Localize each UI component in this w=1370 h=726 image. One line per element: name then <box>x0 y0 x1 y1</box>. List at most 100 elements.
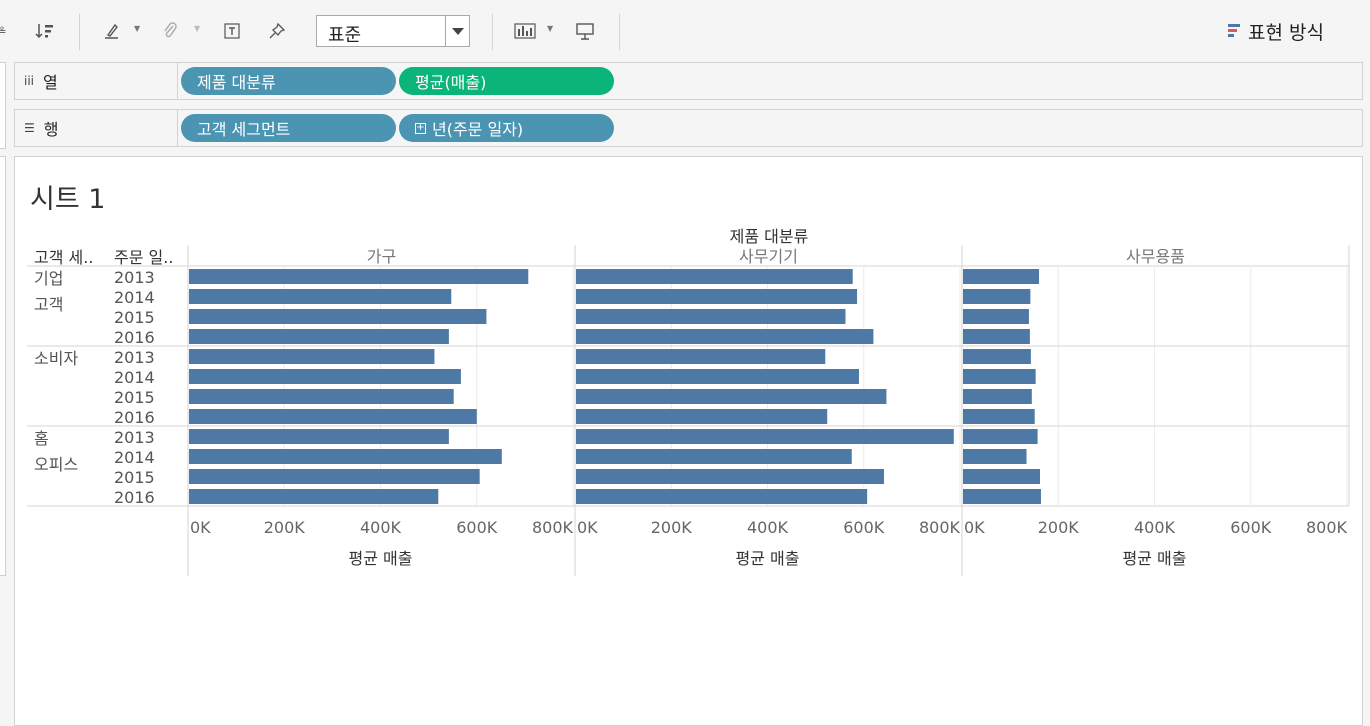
bar <box>576 329 874 344</box>
x-tick-label: 0K <box>964 518 985 537</box>
year-label: 2015 <box>114 388 155 407</box>
x-tick-label: 600K <box>1230 518 1272 537</box>
segment-label: 소비자 <box>34 349 78 368</box>
bar <box>189 369 461 384</box>
bar <box>576 409 828 424</box>
bar <box>576 349 826 364</box>
rows-shelf-title: 행 <box>43 120 59 139</box>
columns-shelf-label: iii 열 <box>15 63 178 99</box>
highlight-pen-icon[interactable] <box>100 18 124 44</box>
paperclip-icon[interactable] <box>158 18 182 44</box>
pill-label: 제품 대분류 <box>197 73 276 92</box>
columns-shelf-title: 열 <box>43 73 58 92</box>
pill-avg-sales[interactable]: 평균(매출) <box>399 67 614 95</box>
bar <box>189 409 477 424</box>
bar <box>963 369 1036 384</box>
bar <box>576 289 858 304</box>
x-tick-label: 200K <box>264 518 306 537</box>
row-header-segment: 고객 세.. <box>34 248 93 267</box>
rows-icon: ☰ <box>24 121 35 135</box>
chart-type-dropdown-icon[interactable]: ▼ <box>547 24 554 33</box>
x-tick-label: 0K <box>190 518 211 537</box>
expand-plus-icon[interactable]: + <box>415 121 426 134</box>
bar <box>576 429 954 444</box>
pill-product-category[interactable]: 제품 대분류 <box>181 67 396 95</box>
year-label: 2013 <box>114 428 155 447</box>
toolbar-separator <box>619 14 620 50</box>
year-label: 2013 <box>114 268 155 287</box>
year-label: 2013 <box>114 348 155 367</box>
x-tick-label: 400K <box>747 518 789 537</box>
x-axis-title: 평균 매출 <box>349 549 413 568</box>
pin-icon[interactable] <box>265 18 289 44</box>
paperclip-dropdown-icon[interactable]: ▼ <box>194 24 201 33</box>
text-label-icon[interactable] <box>220 18 244 44</box>
x-tick-label: 800K <box>532 518 574 537</box>
bar <box>963 269 1040 284</box>
segment-label: 기업 <box>34 269 63 288</box>
bar <box>963 469 1040 484</box>
bar <box>963 449 1027 464</box>
columns-shelf[interactable]: iii 열 제품 대분류 평균(매출) <box>14 62 1363 100</box>
pill-label: 년(주문 일자) <box>432 120 524 139</box>
bar <box>963 349 1031 364</box>
sort-ascending-icon[interactable]: ≗ <box>0 24 7 38</box>
year-label: 2014 <box>114 448 155 467</box>
x-tick-label: 800K <box>1306 518 1348 537</box>
chart-type-icon[interactable] <box>512 18 538 44</box>
pill-customer-segment[interactable]: 고객 세그먼트 <box>181 114 396 142</box>
year-label: 2016 <box>114 488 155 507</box>
year-label: 2014 <box>114 368 155 387</box>
bar <box>576 369 859 384</box>
bar <box>189 269 529 284</box>
bar <box>189 449 502 464</box>
bar <box>189 329 449 344</box>
bar <box>189 349 435 364</box>
x-tick-label: 600K <box>843 518 885 537</box>
pill-order-year[interactable]: + 년(주문 일자) <box>399 114 614 142</box>
fit-dropdown-divider <box>445 16 446 46</box>
x-axis-title: 평균 매출 <box>1123 549 1187 568</box>
highlight-dropdown-icon[interactable]: ▼ <box>134 24 141 33</box>
show-me-button[interactable]: 표현 방식 <box>1228 16 1324 46</box>
bar <box>189 429 449 444</box>
bar <box>189 309 487 324</box>
sheet-title[interactable]: 시트 1 <box>30 184 106 215</box>
bar <box>963 429 1038 444</box>
x-tick-label: 200K <box>1038 518 1080 537</box>
segment-label: 홈 <box>34 429 49 448</box>
presentation-icon[interactable] <box>573 18 597 44</box>
toolbar-separator <box>492 14 493 50</box>
toolbar-separator <box>79 14 80 50</box>
x-tick-label: 200K <box>651 518 693 537</box>
bar <box>576 389 887 404</box>
bar <box>963 289 1031 304</box>
year-label: 2014 <box>114 288 155 307</box>
fit-dropdown[interactable]: 표준 <box>316 15 470 47</box>
x-tick-label: 800K <box>919 518 961 537</box>
sort-descending-icon[interactable] <box>33 18 57 44</box>
bar <box>963 409 1035 424</box>
bar <box>576 449 852 464</box>
bar <box>189 489 439 504</box>
left-panel-edge <box>0 62 6 149</box>
column-header-title: 제품 대분류 <box>730 227 809 246</box>
x-axis-title: 평균 매출 <box>736 549 800 568</box>
year-label: 2016 <box>114 408 155 427</box>
bar <box>576 309 846 324</box>
bar <box>963 329 1030 344</box>
rows-shelf-label: ☰ 행 <box>15 110 178 146</box>
pane-header: 가구 <box>367 247 396 266</box>
pane-header: 사무용품 <box>1126 247 1185 266</box>
year-label: 2016 <box>114 328 155 347</box>
bar <box>963 489 1041 504</box>
bar <box>576 489 868 504</box>
rows-shelf[interactable]: ☰ 행 고객 세그먼트 + 년(주문 일자) <box>14 109 1363 147</box>
columns-icon: iii <box>24 74 35 88</box>
x-tick-label: 400K <box>1134 518 1176 537</box>
segment-label: 오피스 <box>34 455 78 474</box>
segment-label: 고객 <box>34 295 63 314</box>
left-panel-edge <box>0 156 6 576</box>
row-header-year: 주문 일.. <box>114 248 173 267</box>
bar <box>576 469 884 484</box>
